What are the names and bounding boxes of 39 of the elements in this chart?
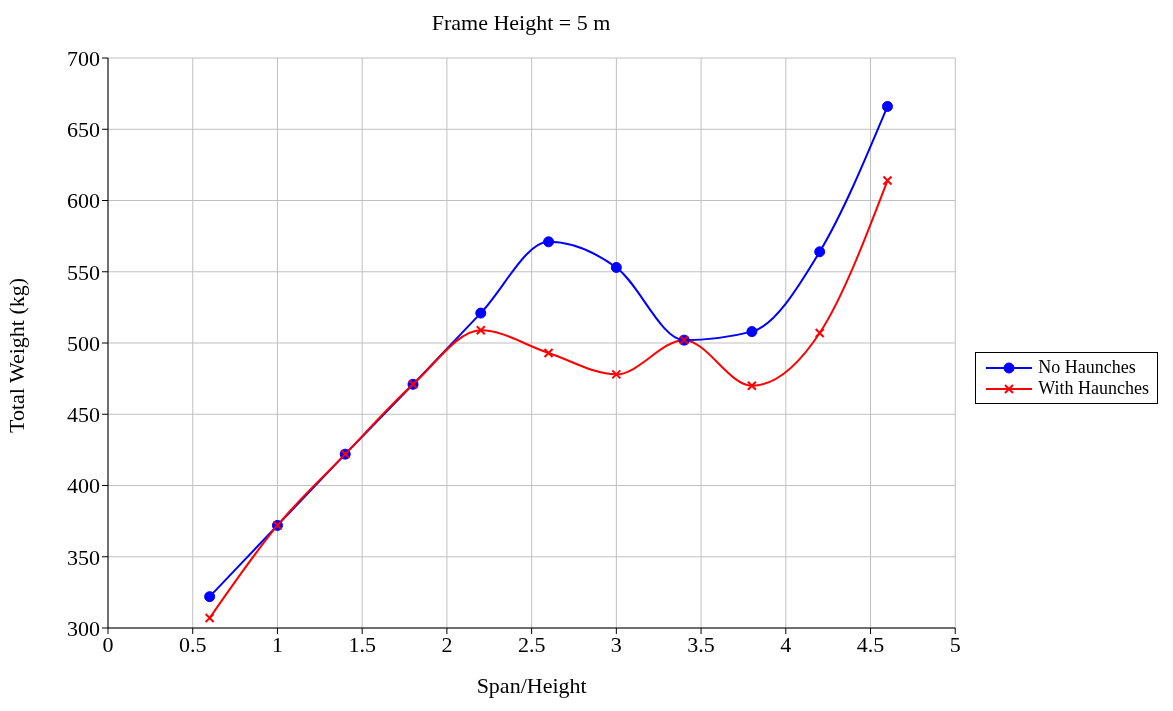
point (881, 100, 893, 112)
y-tick-label: 700 (67, 45, 100, 71)
x-tick-label: 0.5 (178, 631, 207, 657)
chart-title: Frame Height = 5 m (430, 9, 612, 37)
x-tick-label: 2.5 (517, 631, 546, 657)
legend-label: No Haunches (1038, 357, 1136, 378)
x-tick-label: 3.5 (687, 631, 715, 657)
x-tick-label: 2 (441, 631, 453, 657)
x-tick-label: 4.5 (856, 631, 885, 657)
y-axis-title: Total Weight (kg) (3, 277, 29, 433)
x-tick-label: 1 (271, 631, 283, 657)
point (475, 307, 487, 319)
y-tick-label: 500 (67, 330, 100, 356)
point (543, 347, 554, 358)
y-tick-label: 450 (67, 402, 100, 428)
x-tick-label: 3 (610, 631, 622, 657)
point (814, 246, 826, 258)
y-tick-label: 350 (67, 544, 100, 570)
x-tick-label: 4 (780, 631, 792, 657)
point (611, 369, 622, 380)
point (882, 175, 893, 186)
point (204, 613, 215, 624)
point (610, 261, 622, 273)
y-tick-label: 600 (67, 188, 100, 214)
y-tick-label: 400 (67, 473, 100, 499)
point (543, 236, 555, 248)
y-tick-label: 300 (67, 615, 100, 641)
x-axis-title: Span/Height (476, 673, 587, 698)
legend-label: With Haunches (1038, 378, 1149, 399)
point (746, 326, 758, 338)
y-tick-label: 650 (67, 117, 100, 143)
x-tick-label: 0 (102, 631, 114, 657)
point (475, 325, 486, 336)
x-tick-label: 5 (949, 631, 961, 657)
x-tick-label: 1.5 (348, 631, 376, 657)
y-tick-label: 550 (67, 259, 100, 285)
point (204, 591, 216, 603)
point (746, 380, 757, 391)
point (814, 328, 825, 339)
